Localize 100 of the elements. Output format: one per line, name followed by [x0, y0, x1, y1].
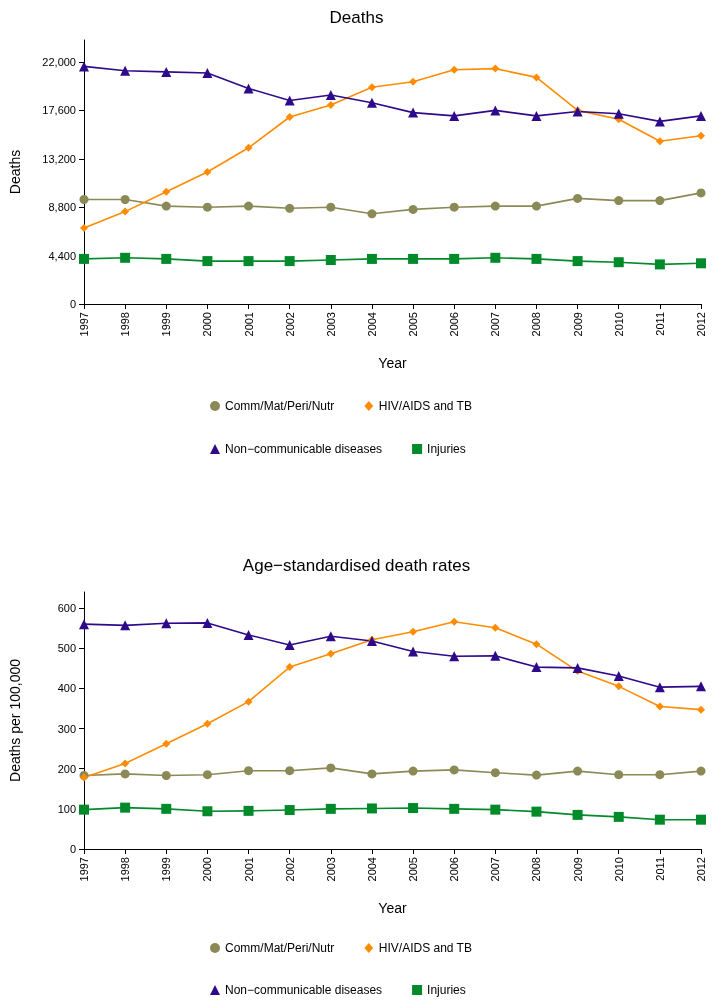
x-tick-label: 2005 [407, 312, 420, 337]
point [531, 110, 542, 121]
point [366, 97, 377, 108]
point [531, 770, 541, 780]
y-tick-label: 17,600 [42, 104, 76, 117]
point [121, 207, 130, 216]
x-tick-label: 2000 [201, 857, 214, 882]
point [367, 209, 377, 219]
point [408, 204, 418, 214]
point [202, 617, 213, 628]
point [285, 766, 295, 776]
point [243, 83, 254, 94]
point [654, 116, 665, 127]
point [284, 256, 295, 267]
point [572, 256, 583, 267]
y-tick-label: 300 [57, 722, 76, 735]
point [367, 83, 376, 92]
point [696, 681, 706, 692]
x-tick-label: 2005 [407, 857, 420, 882]
point [80, 224, 88, 233]
y-axis-title: Deaths [7, 149, 23, 195]
point [162, 187, 171, 196]
point [202, 68, 213, 78]
point [285, 113, 294, 121]
point [120, 195, 130, 204]
point [491, 64, 500, 73]
point [120, 620, 131, 631]
point [285, 663, 294, 672]
x-tick-label: 1997 [78, 312, 90, 337]
point [244, 697, 253, 706]
point [244, 766, 254, 776]
x-tick-label: 2003 [324, 857, 337, 882]
point [449, 651, 460, 662]
x-axis-title: Year [378, 355, 407, 371]
point [697, 705, 705, 714]
point [243, 256, 254, 267]
point [120, 65, 131, 76]
point [284, 805, 295, 816]
y-tick-label: 0 [69, 298, 76, 310]
point [161, 253, 172, 264]
point [655, 196, 665, 206]
x-tick-label: 1997 [78, 857, 90, 882]
point [654, 682, 665, 693]
point [284, 95, 295, 106]
point [284, 640, 295, 651]
point [121, 759, 130, 768]
point [79, 61, 89, 72]
point [697, 131, 705, 140]
point [449, 110, 460, 121]
point [449, 803, 460, 814]
point [449, 202, 459, 212]
point [696, 258, 706, 269]
point [409, 77, 418, 86]
x-tick-label: 2006 [448, 857, 461, 882]
point [408, 646, 419, 657]
point [573, 193, 583, 203]
point [161, 771, 171, 781]
x-tick-label: 2003 [324, 312, 337, 337]
x-tick-label: 2006 [448, 312, 461, 337]
point [450, 65, 459, 74]
y-tick-label: 400 [57, 682, 76, 695]
point [531, 806, 542, 817]
point [161, 803, 172, 814]
y-tick-label: 600 [57, 602, 76, 615]
point [285, 203, 295, 213]
point [572, 809, 583, 820]
point [449, 253, 460, 264]
point [161, 618, 172, 629]
x-tick-label: 2004 [365, 857, 378, 882]
x-axis-title: Year [378, 900, 407, 916]
point [613, 108, 624, 119]
point [161, 201, 171, 211]
y-tick-label: 200 [57, 762, 76, 775]
point [244, 143, 253, 152]
point [203, 168, 212, 176]
point [120, 252, 131, 263]
point [326, 100, 335, 109]
x-tick-label: 2007 [489, 312, 502, 337]
point [531, 662, 542, 673]
x-tick-label: 2009 [571, 857, 584, 882]
point [614, 770, 624, 780]
point [613, 670, 624, 681]
point [614, 682, 623, 691]
point [79, 804, 89, 815]
x-tick-label: 2001 [242, 857, 255, 882]
point [325, 255, 336, 265]
point [325, 90, 336, 100]
point [244, 201, 254, 211]
point [325, 631, 336, 642]
point [408, 107, 419, 118]
point [449, 765, 459, 775]
point [243, 629, 254, 640]
point [655, 702, 664, 711]
x-tick-label: 2009 [571, 312, 584, 337]
y-tick-label: 100 [57, 802, 76, 815]
y-tick-label: 13,200 [42, 152, 76, 165]
legend-label: Non−communicable diseases [225, 983, 383, 997]
y-tick-label: 4,400 [48, 249, 76, 262]
point [532, 640, 541, 649]
chart-title: Deaths [329, 8, 384, 27]
